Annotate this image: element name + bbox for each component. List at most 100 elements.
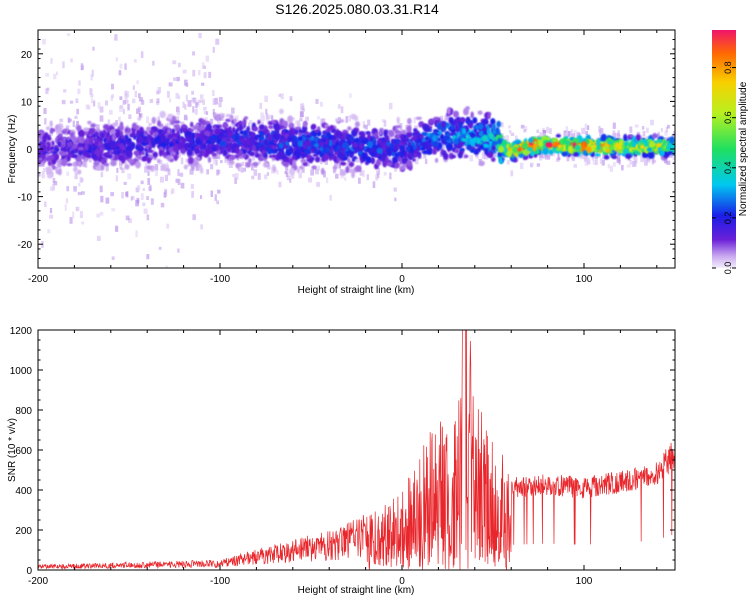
heatmap-cell <box>75 206 80 212</box>
heatmap-cell <box>394 130 401 134</box>
heatmap-cell <box>542 130 546 134</box>
heatmap-cell <box>649 141 654 148</box>
heatmap-cell <box>241 161 245 166</box>
heatmap-cell <box>487 113 491 119</box>
heatmap-cell <box>549 128 552 134</box>
heatmap-cell <box>66 136 71 141</box>
heatmap-cell <box>103 143 111 149</box>
heatmap-cell <box>154 164 159 171</box>
heatmap-cell <box>149 129 155 136</box>
heatmap-cell <box>156 101 160 106</box>
heatmap-cell <box>141 156 148 162</box>
heatmap-cell <box>52 150 58 155</box>
heatmap-cell <box>220 160 223 164</box>
heatmap-cell <box>45 145 51 152</box>
heatmap-cell <box>228 164 233 169</box>
heatmap-cell <box>155 135 161 143</box>
heatmap-cell <box>201 143 208 150</box>
heatmap-cell <box>49 132 53 136</box>
heatmap-cell <box>644 159 648 166</box>
heatmap-cell <box>109 139 117 147</box>
heatmap-cell <box>547 155 551 160</box>
heatmap-cell <box>203 130 211 136</box>
heatmap-cell <box>135 230 138 238</box>
heatmap-cell <box>423 125 430 133</box>
heatmap-cell <box>499 158 503 165</box>
heatmap-cell <box>529 150 535 157</box>
heatmap-cell <box>337 131 342 137</box>
heatmap-cell <box>233 118 237 124</box>
heatmap-cell <box>146 149 154 154</box>
heatmap-cell <box>557 144 562 149</box>
heatmap-cell <box>196 132 204 137</box>
heatmap-cell <box>110 95 113 102</box>
heatmap-cell <box>138 113 143 118</box>
heatmap-cell <box>146 165 153 170</box>
heatmap-cell <box>187 161 192 167</box>
heatmap-cell <box>394 125 402 129</box>
heatmap-cell <box>178 62 181 68</box>
heatmap-cell <box>160 202 165 208</box>
heatmap-cell <box>298 132 303 137</box>
heatmap-cell <box>57 126 62 133</box>
heatmap-cell <box>319 159 323 165</box>
heatmap-cell <box>103 162 110 167</box>
heatmap-cell <box>158 125 162 130</box>
heatmap-cell <box>263 129 270 134</box>
heatmap-cell <box>542 152 546 159</box>
heatmap-cell <box>595 138 601 146</box>
heatmap-cell <box>510 170 514 177</box>
heatmap-cell <box>158 246 162 250</box>
heatmap-cell <box>45 166 52 172</box>
heatmap-cell <box>90 74 93 81</box>
heatmap-cell <box>642 130 646 137</box>
heatmap-cell <box>175 178 179 183</box>
heatmap-cell <box>335 173 339 179</box>
heatmap-cell <box>263 114 266 121</box>
heatmap-cell <box>140 151 145 156</box>
heatmap-cell <box>118 159 123 166</box>
heatmap-cell <box>182 124 187 129</box>
heatmap-cell <box>584 158 589 166</box>
heatmap-cell <box>353 135 356 142</box>
heatmap-cell <box>573 152 579 157</box>
heatmap-cell <box>442 149 447 157</box>
heatmap-cell <box>318 141 325 147</box>
heatmap-cell <box>324 158 328 165</box>
heatmap-cell <box>58 148 63 153</box>
y-tick-label: 400 <box>15 486 32 497</box>
heatmap-cell <box>443 136 450 141</box>
heatmap-cell <box>271 119 277 124</box>
heatmap-cell <box>399 165 406 171</box>
heatmap-cell <box>240 167 244 173</box>
heatmap-cell <box>280 93 284 100</box>
heatmap-cell <box>573 164 577 168</box>
heatmap-cell <box>75 98 79 104</box>
heatmap-cell <box>157 158 161 164</box>
heatmap-cell <box>279 125 285 130</box>
heatmap-cell <box>119 63 123 69</box>
heatmap-cell <box>53 73 57 80</box>
heatmap-cell <box>612 132 617 138</box>
heatmap-cell <box>394 133 401 140</box>
heatmap-cell <box>248 151 256 157</box>
heatmap-cell <box>157 120 162 127</box>
heatmap-cell <box>491 123 497 131</box>
heatmap-cell <box>285 141 289 146</box>
heatmap-cell <box>214 194 217 201</box>
heatmap-cell <box>105 165 109 172</box>
heatmap-cell <box>72 120 75 128</box>
heatmap-cell <box>383 120 387 127</box>
heatmap-cell <box>280 154 284 160</box>
heatmap-cell <box>598 125 601 133</box>
heatmap-cell <box>150 198 154 205</box>
heatmap-cell <box>49 120 53 128</box>
heatmap-cell <box>358 142 363 149</box>
heatmap-cell <box>96 235 101 242</box>
heatmap-cell <box>192 69 196 77</box>
heatmap-cell <box>220 145 224 152</box>
heatmap-cell <box>301 153 308 158</box>
heatmap-cell <box>601 159 605 166</box>
heatmap-cell <box>79 211 83 219</box>
